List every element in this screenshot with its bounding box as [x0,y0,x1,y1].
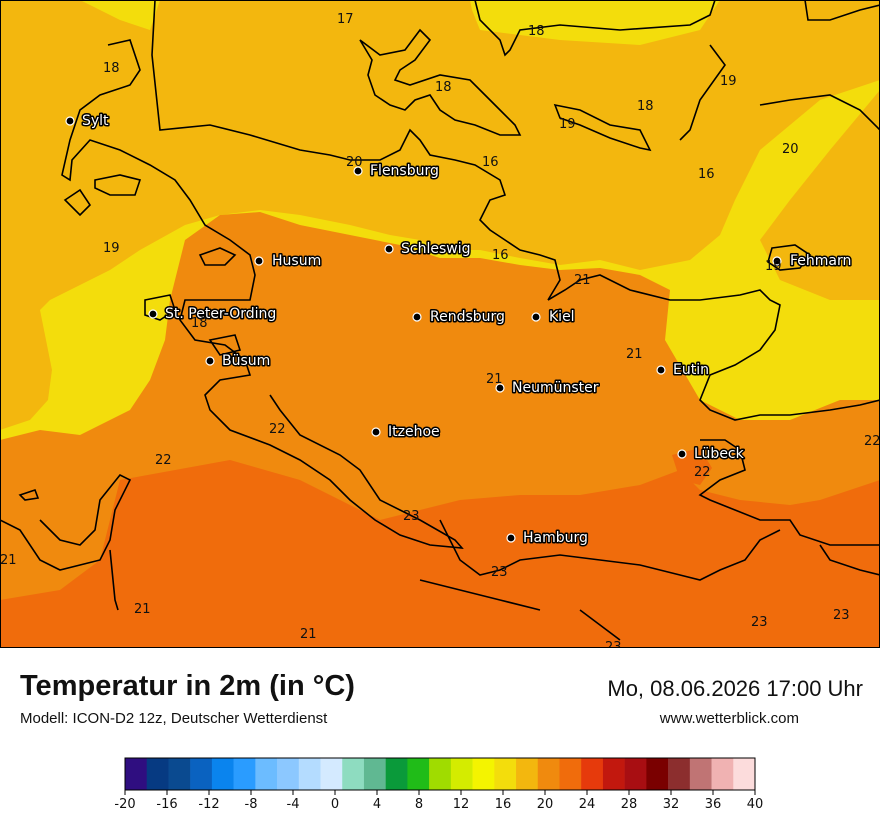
legend-tick-label: 36 [705,797,722,812]
legend-tick-label: 8 [415,797,423,812]
legend-tick-label: -20 [114,797,135,812]
legend-tick-label: 40 [747,797,764,812]
legend-color-cell [147,758,169,790]
legend-color-cell [690,758,712,790]
isotherm-label: 22 [694,465,711,480]
legend-color-cell [668,758,690,790]
legend-color-cell [451,758,473,790]
isotherm-label: 19 [559,117,576,132]
legend-color-cell [733,758,755,790]
legend-color-cell [538,758,560,790]
isotherm-label: 19 [720,74,737,89]
svg-text:St. Peter-Ording: St. Peter-Ording [165,306,276,322]
svg-text:Neumünster: Neumünster [512,380,599,396]
legend-color-cell [168,758,190,790]
legend-tick-label: 4 [373,797,381,812]
legend-tick-label: -8 [245,797,258,812]
svg-text:Lübeck: Lübeck [694,446,745,462]
isotherm-label: 22 [269,422,286,437]
legend-color-cell [277,758,299,790]
isotherm-label: 22 [864,434,880,449]
isotherm-label: 21 [0,553,17,568]
legend-color-cell [581,758,603,790]
legend-tick-label: 0 [331,797,339,812]
temperature-map: Sylt Flensburg Schleswig Husum Fehmarn S… [0,0,880,648]
legend-color-cell [712,758,734,790]
svg-text:Itzehoe: Itzehoe [388,424,440,440]
svg-text:Schleswig: Schleswig [401,241,470,257]
isotherm-label: 22 [155,453,172,468]
footer: Temperatur in 2m (in °C) Modell: ICON-D2… [0,648,880,830]
legend-color-cell [342,758,364,790]
legend-tick-label: 28 [621,797,638,812]
isotherm-label: 23 [403,509,420,524]
legend-tick-label: 32 [663,797,680,812]
city-st-peter-ording[interactable]: St. Peter-Ording [149,306,276,322]
isotherm-label: 18 [637,99,654,114]
legend-tick-label: -4 [287,797,300,812]
isotherm-label: 16 [482,155,499,170]
legend-color-cell [646,758,668,790]
svg-text:Flensburg: Flensburg [370,163,439,179]
legend-tick-label: 16 [495,797,512,812]
isotherm-label: 21 [134,602,151,617]
isotherm-label: 18 [435,80,452,95]
legend-color-cell [212,758,234,790]
svg-text:Hamburg: Hamburg [523,530,588,546]
legend-color-cell [603,758,625,790]
isotherm-label: 19 [103,241,120,256]
svg-text:Sylt: Sylt [82,113,109,129]
isotherm-label: 23 [491,565,508,580]
isotherm-label: 21 [486,372,503,387]
isotherm-label: 21 [300,627,317,642]
legend-color-cell [190,758,212,790]
isotherm-label: 23 [833,608,850,623]
legend-color-cell [559,758,581,790]
city-neumuenster[interactable]: Neumünster [496,380,599,396]
isotherm-label: 19 [765,259,782,274]
legend-tick-label: 24 [579,797,596,812]
isotherm-label: 17 [337,12,354,27]
svg-text:Eutin: Eutin [673,362,709,378]
legend-color-cell [255,758,277,790]
legend-color-cell [407,758,429,790]
isotherm-label: 18 [103,61,120,76]
legend-color-cell [625,758,647,790]
legend-color-cell [386,758,408,790]
legend-color-cell [234,758,256,790]
legend-tick-label: -16 [156,797,177,812]
svg-text:Kiel: Kiel [549,309,575,325]
legend-cells [125,758,755,790]
svg-text:Büsum: Büsum [222,353,270,369]
legend-color-cell [516,758,538,790]
svg-text:Husum: Husum [272,253,321,269]
isotherm-label: 21 [574,273,591,288]
legend-ticks: -20 -16 -12 -8 -4 0 4 8 12 16 20 24 28 32 36 40 [114,790,763,812]
legend-color-cell [125,758,147,790]
legend-color-cell [429,758,451,790]
isotherm-label: 16 [492,248,509,263]
legend-tick-label: 12 [453,797,470,812]
isotherm-label: 23 [605,640,622,648]
legend-color-cell [299,758,321,790]
legend-color-cell [473,758,495,790]
isotherm-label: 18 [528,24,545,39]
legend-tick-label: 20 [537,797,554,812]
legend-color-cell [321,758,343,790]
color-legend: -20 -16 -12 -8 -4 0 4 8 12 16 20 24 28 32 36 40 [0,648,880,830]
isotherm-label: 23 [751,615,768,630]
isotherm-label: 20 [782,142,799,157]
svg-text:Fehmarn: Fehmarn [790,253,851,269]
isotherm-label: 21 [626,347,643,362]
legend-tick-label: -12 [198,797,219,812]
svg-text:Rendsburg: Rendsburg [430,309,505,325]
legend-color-cell [364,758,386,790]
isotherm-label: 18 [191,316,208,331]
legend-color-cell [494,758,516,790]
isotherm-label: 20 [346,155,363,170]
isotherm-label: 16 [698,167,715,182]
